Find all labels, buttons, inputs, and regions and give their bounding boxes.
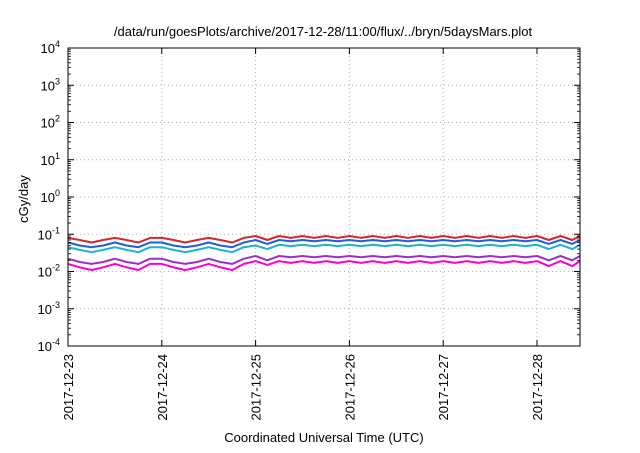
y-tick-label: 104 [41, 39, 60, 56]
y-tick-label: 10-1 [38, 225, 60, 242]
chart-title: /data/run/goesPlots/archive/2017-12-28/1… [114, 24, 533, 39]
y-tick-exponent: 3 [55, 76, 60, 86]
series-line-3 [67, 255, 581, 265]
y-tick-base: 10 [41, 78, 55, 93]
series-line-2 [67, 243, 581, 254]
y-tick-base: 10 [41, 190, 55, 205]
y-tick-exponent: -2 [52, 263, 60, 273]
x-axis-label: Coordinated Universal Time (UTC) [224, 430, 423, 445]
x-tick-label: 2017-12-28 [530, 354, 545, 421]
x-tick-label: 2017-12-26 [342, 354, 357, 421]
y-tick-base: 10 [38, 227, 52, 242]
y-tick-exponent: 0 [55, 188, 60, 198]
y-tick-exponent: -1 [52, 225, 60, 235]
x-tick-label: 2017-12-27 [436, 354, 451, 421]
y-tick-base: 10 [38, 265, 52, 280]
y-tick-label: 102 [41, 114, 60, 131]
y-tick-exponent: 2 [55, 114, 60, 124]
y-tick-label: 100 [41, 188, 60, 205]
y-axis-label: cGy/day [16, 175, 31, 223]
series-line-1 [67, 239, 581, 249]
y-tick-base: 10 [38, 302, 52, 317]
y-tick-base: 10 [38, 339, 52, 354]
y-tick-label: 10-2 [38, 263, 60, 280]
series-line-4 [67, 260, 581, 271]
y-tick-exponent: 1 [55, 151, 60, 161]
y-tick-exponent: 4 [55, 39, 60, 49]
y-tick-base: 10 [41, 116, 55, 131]
y-tick-label: 103 [41, 76, 60, 93]
y-tick-base: 10 [41, 153, 55, 168]
x-axis: 2017-12-23 2017-12-24 2017-12-25 2017-12-26… [61, 48, 545, 421]
y-tick-label: 10-4 [38, 337, 60, 354]
y-tick-label: 101 [41, 151, 60, 168]
grid-lines [68, 48, 580, 346]
x-tick-label: 2017-12-23 [61, 354, 76, 421]
y-tick-exponent: -4 [52, 337, 60, 347]
series-line-0 [67, 235, 581, 244]
series-group [67, 235, 581, 271]
y-tick-exponent: -3 [52, 300, 60, 310]
y-tick-label: 10-3 [38, 300, 60, 317]
y-tick-base: 10 [41, 41, 55, 56]
x-tick-label: 2017-12-25 [249, 354, 264, 421]
x-tick-label: 2017-12-24 [155, 354, 170, 421]
